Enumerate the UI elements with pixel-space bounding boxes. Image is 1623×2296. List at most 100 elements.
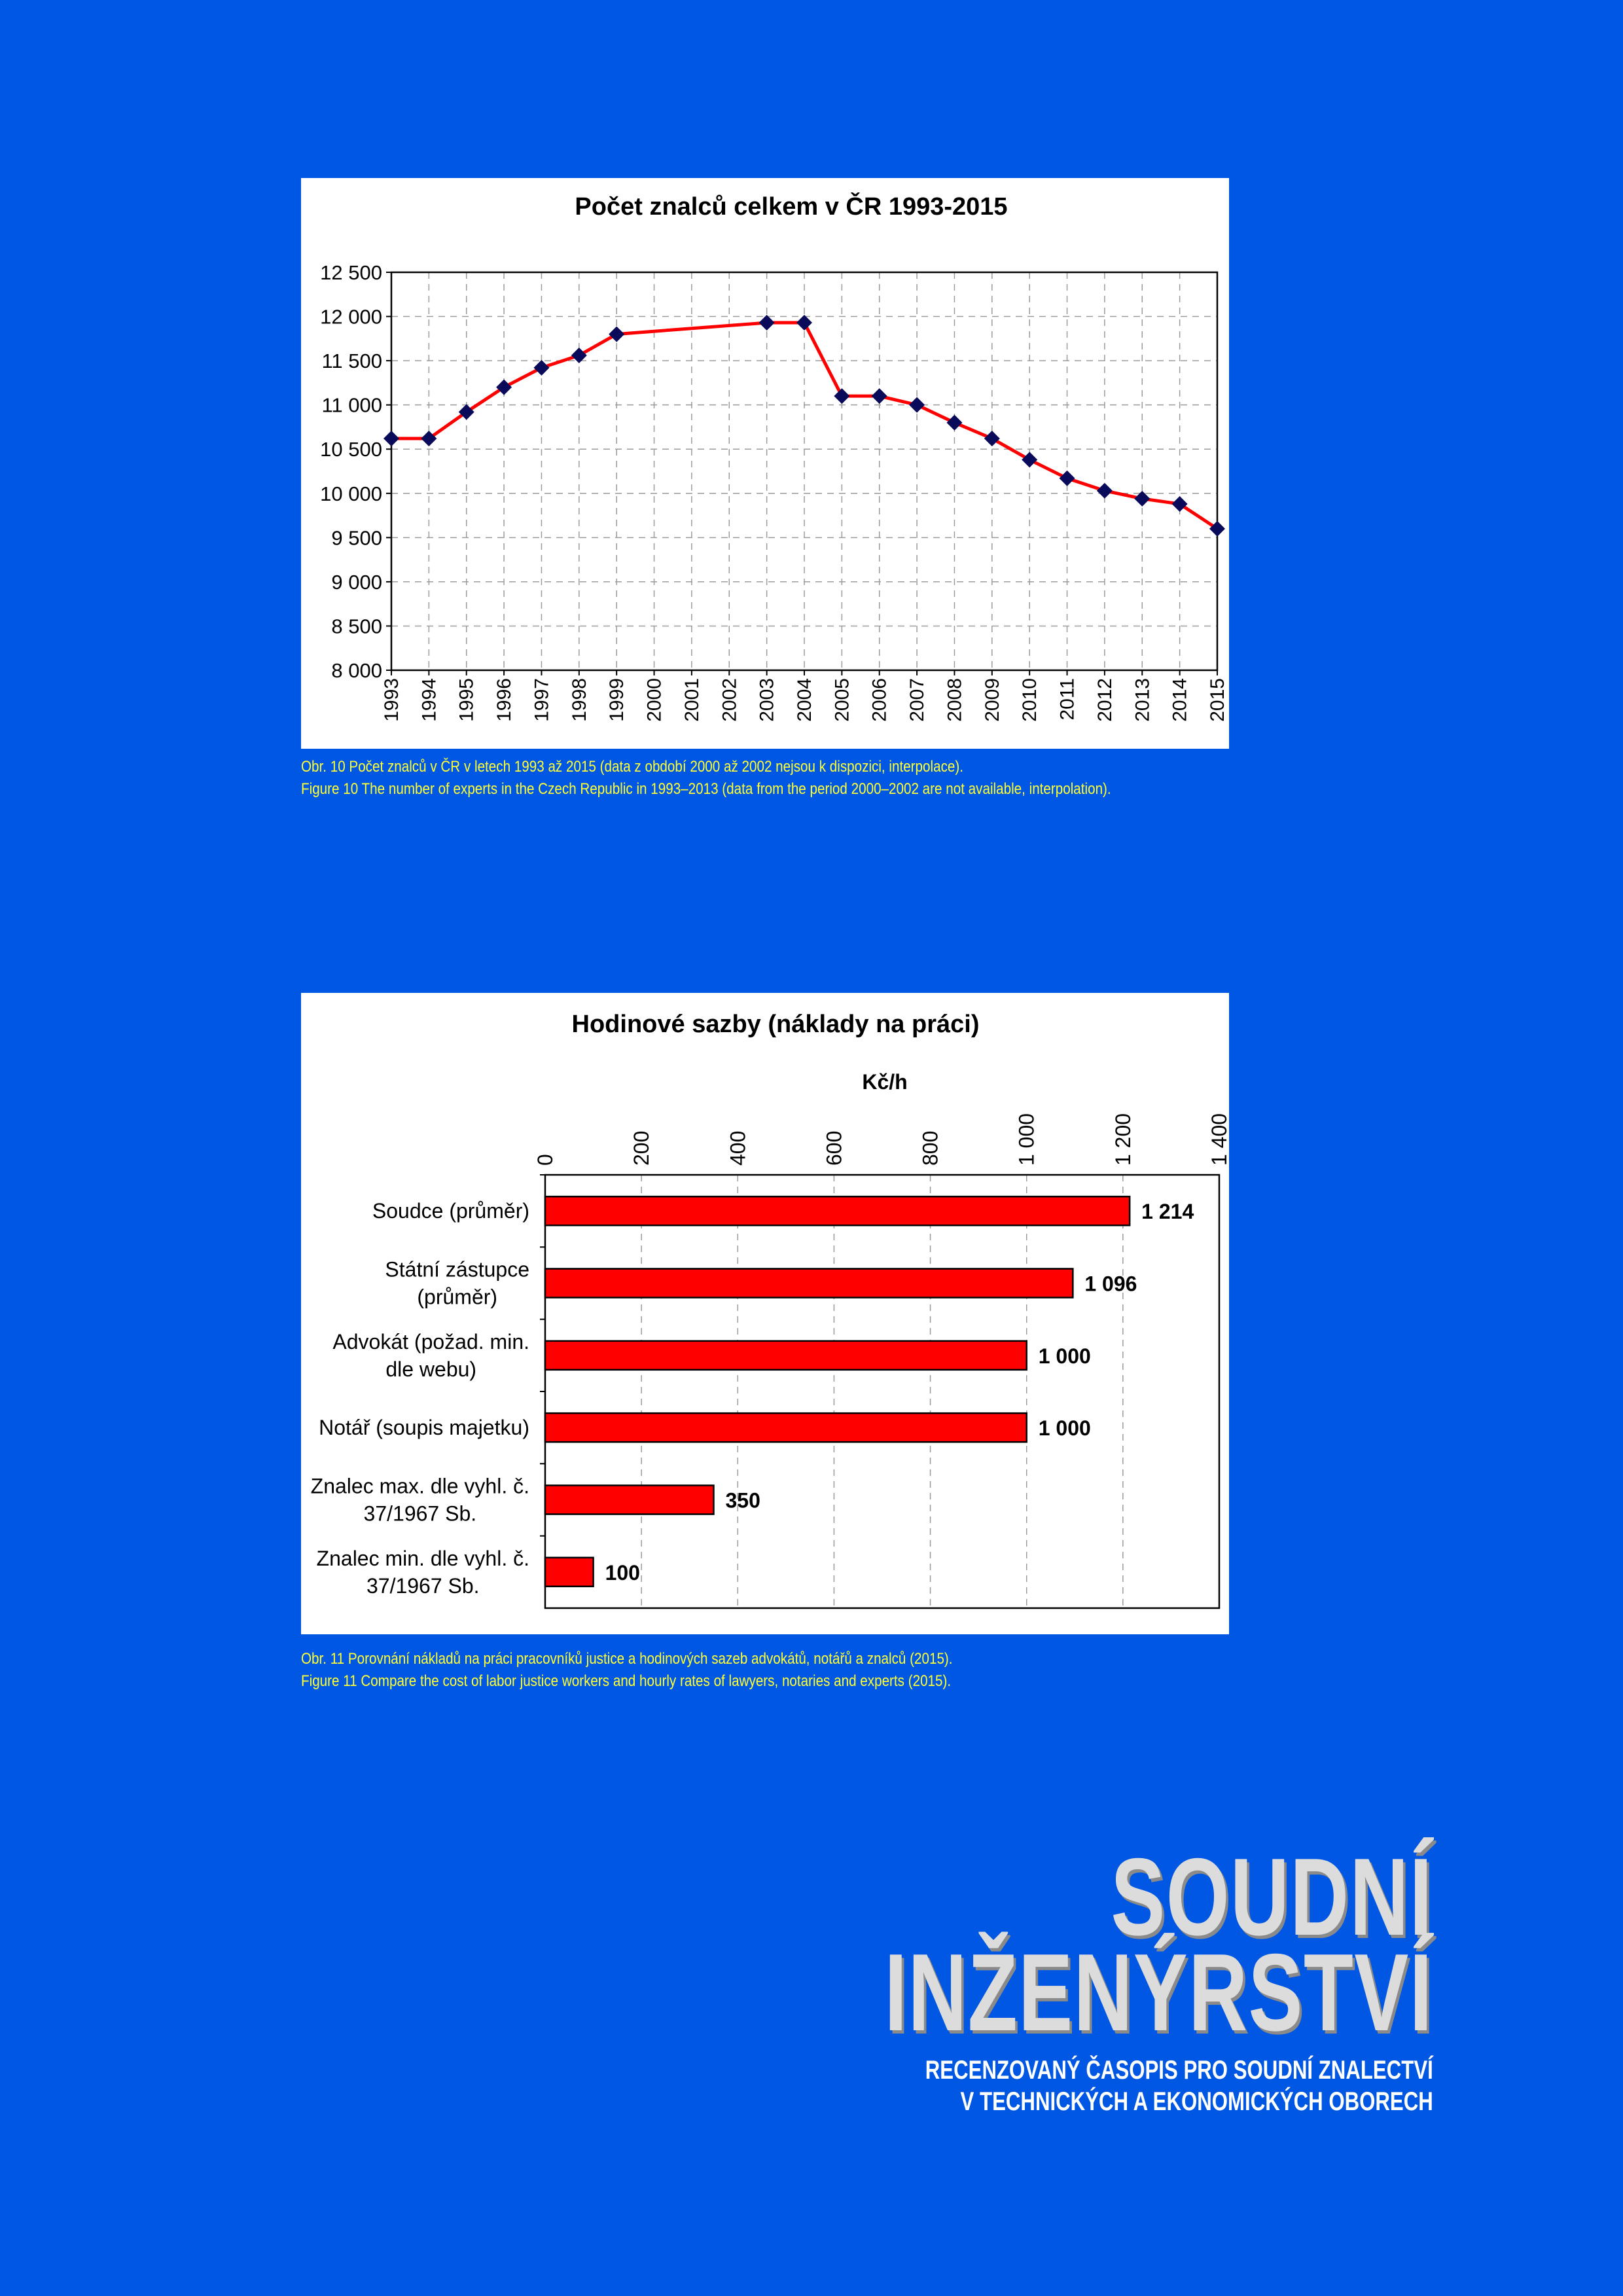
bar-value-label: 100 (605, 1561, 640, 1585)
x-tick-label: 1993 (381, 678, 402, 722)
bar-value-label: 1 000 (1039, 1344, 1091, 1368)
data-point-marker (458, 404, 474, 420)
x-tick-label: 2014 (1169, 678, 1191, 722)
x-tick-label: 600 (822, 1131, 846, 1166)
y-tick-label: 10 500 (320, 438, 382, 461)
x-tick-label: 2001 (681, 678, 703, 722)
x-tick-label: 1998 (569, 678, 590, 722)
data-point-marker (1209, 520, 1225, 537)
y-tick-label: 8 500 (331, 615, 382, 637)
data-point-marker (834, 388, 850, 404)
figure-11-caption-en: Figure 11 Compare the cost of labor just… (301, 1672, 952, 1690)
y-tick-label: 12 500 (320, 261, 382, 284)
x-tick-label: 1995 (456, 678, 478, 722)
figure-11-caption: Obr. 11 Porovnání nákladů na práci praco… (301, 1648, 953, 1693)
figure-10-caption: Obr. 10 Počet znalců v ČR v letech 1993 … (301, 756, 1111, 800)
brand-subtitle-2: V TECHNICKÝCH A EKONOMICKÝCH OBORECH (960, 2087, 1433, 2116)
figure-10-caption-cz: Obr. 10 Počet znalců v ČR v letech 1993 … (301, 758, 963, 776)
y-tick-label: 9 500 (331, 526, 382, 549)
chart-title: Hodinové sazby (náklady na práci) (572, 1011, 980, 1038)
journal-branding: SOUDNÍ INŽENÝRSTVÍ RECENZOVANÝ ČASOPIS P… (692, 1835, 1433, 2117)
bar (544, 1556, 594, 1588)
bar-chart-panel: Hodinové sazby (náklady na práci) Kč/h 0 20… (301, 993, 1229, 1634)
bar-value-label: 1 000 (1039, 1416, 1091, 1440)
figure-11-caption-cz: Obr. 11 Porovnání nákladů na práci praco… (301, 1650, 953, 1668)
data-point-marker (609, 326, 625, 342)
bar-value-label: 1 214 (1141, 1200, 1194, 1223)
bar-chart: Hodinové sazby (náklady na práci) Kč/h 0 20… (311, 1011, 1229, 1609)
brand-line-1: SOUDNÍ (1111, 1835, 1433, 1958)
x-tick-label: 1999 (606, 678, 628, 722)
x-tick-label: 1997 (531, 678, 552, 722)
bar (544, 1195, 1131, 1227)
x-tick-label: 2015 (1207, 678, 1228, 722)
category-label: (průměr) (417, 1285, 497, 1309)
data-point-marker (984, 431, 1000, 447)
x-tick-label: 2012 (1094, 678, 1116, 722)
x-tick-label: 2006 (869, 678, 891, 722)
x-tick-label: 800 (919, 1131, 942, 1166)
bar-value-label: 350 (726, 1489, 760, 1513)
data-point-marker (909, 397, 925, 413)
x-tick-label: 2009 (982, 678, 1003, 722)
data-point-marker (1171, 495, 1188, 512)
x-tick-label: 2003 (757, 678, 778, 722)
y-tick-label: 11 500 (321, 350, 382, 372)
x-tick-label: 2011 (1057, 678, 1079, 721)
line-chart: Počet znalců celkem v ČR 1993-2015 8 000 8… (320, 191, 1228, 722)
chart-title: Počet znalců celkem v ČR 1993-2015 (575, 191, 1007, 221)
category-label: 37/1967 Sb. (366, 1574, 480, 1598)
x-tick-label: 2008 (944, 678, 965, 722)
bar (544, 1412, 1027, 1443)
data-point-marker (421, 431, 437, 447)
bar (544, 1268, 1074, 1299)
data-point-marker (796, 315, 812, 331)
figure-10-caption-en: Figure 10 The number of experts in the C… (301, 780, 1111, 798)
y-tick-label: 10 000 (320, 482, 382, 505)
x-tick-label: 1996 (493, 678, 515, 722)
category-label: dle webu) (385, 1357, 476, 1381)
x-tick-label: 2004 (794, 678, 815, 722)
plot-area-border (544, 1174, 1221, 1609)
category-label: Znalec min. dle vyhl. č. (317, 1547, 529, 1570)
x-tick-label: 1994 (418, 678, 440, 722)
data-point-marker (1059, 470, 1075, 486)
x-tick-label: 2002 (719, 678, 740, 722)
data-point-marker (1022, 452, 1038, 468)
data-point-marker (871, 388, 887, 404)
brand-subtitle-1: RECENZOVANÝ ČASOPIS PRO SOUDNÍ ZNALECTVÍ (925, 2056, 1433, 2085)
data-point-marker (1096, 482, 1113, 499)
category-label: 37/1967 Sb. (364, 1502, 477, 1526)
brand-line-2: INŽENÝRSTVÍ (884, 1931, 1433, 2054)
category-label: Znalec max. dle vyhl. č. (311, 1475, 529, 1498)
y-tick-label: 11 000 (321, 394, 382, 417)
x-tick-label: 1 000 (1015, 1113, 1039, 1166)
y-tick-label: 8 000 (331, 659, 382, 682)
bar (544, 1484, 715, 1515)
line-chart-panel: Počet znalců celkem v ČR 1993-2015 8 000 8… (301, 178, 1229, 749)
category-label: Advokát (požad. min. (332, 1330, 529, 1354)
bar (544, 1340, 1027, 1371)
x-tick-label: 2000 (644, 678, 666, 722)
data-point-marker (496, 379, 512, 395)
data-point-marker (571, 348, 587, 364)
x-tick-label: 1 400 (1207, 1113, 1229, 1166)
x-tick-label: 2010 (1019, 678, 1041, 722)
data-point-marker (533, 359, 550, 376)
y-tick-label: 12 000 (320, 306, 382, 329)
x-tick-label: 0 (533, 1154, 557, 1166)
category-label: Soudce (průměr) (372, 1199, 529, 1223)
x-tick-label: 2007 (906, 678, 928, 722)
data-point-marker (758, 315, 775, 331)
data-point-marker (383, 431, 399, 447)
x-tick-label: 200 (630, 1131, 653, 1166)
category-label: Státní zástupce (385, 1258, 529, 1282)
category-label: Notář (soupis majetku) (319, 1416, 529, 1439)
data-point-marker (1134, 490, 1150, 507)
x-axis-label: Kč/h (862, 1070, 907, 1094)
data-point-marker (946, 414, 963, 431)
x-tick-label: 2005 (831, 678, 853, 722)
bar-value-label: 1 096 (1084, 1272, 1137, 1296)
x-tick-label: 1 200 (1111, 1113, 1135, 1166)
y-tick-label: 9 000 (331, 571, 382, 594)
